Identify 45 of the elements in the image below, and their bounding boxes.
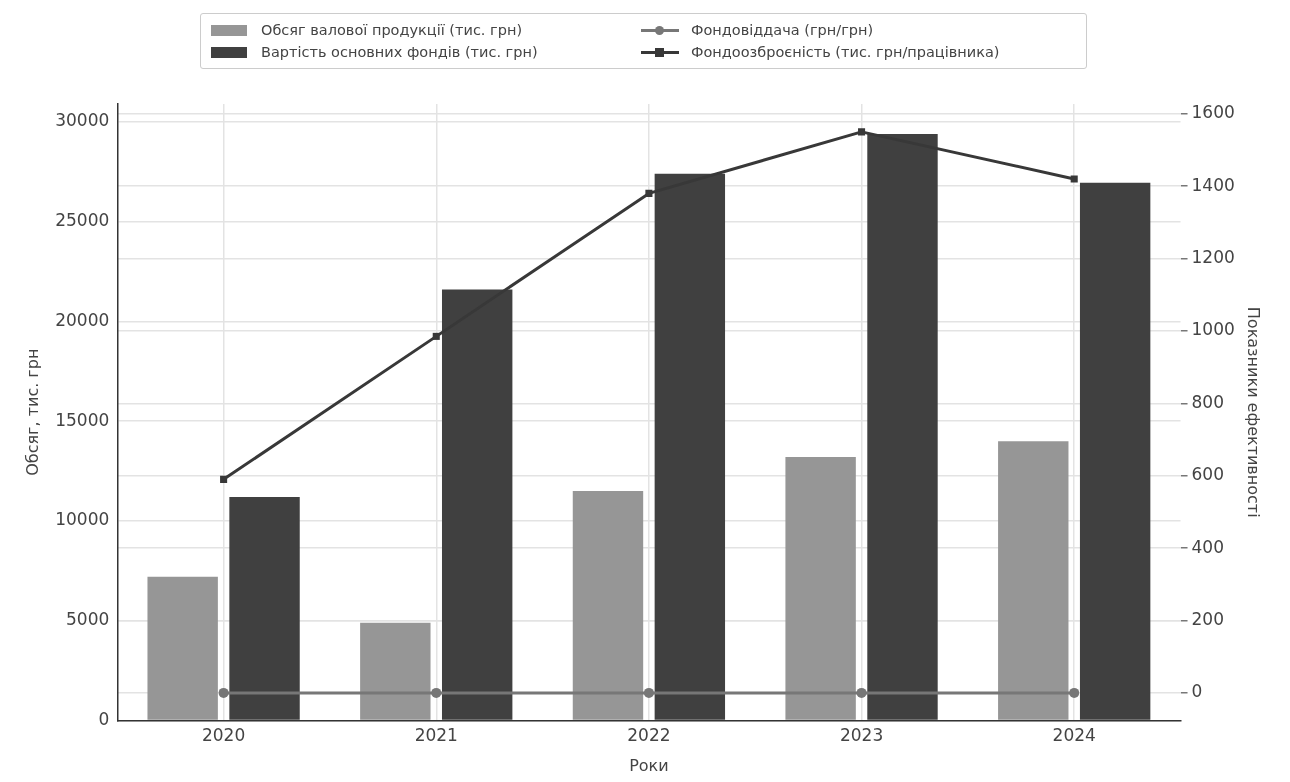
- bar: [147, 576, 218, 720]
- y-tick-label: 15000: [55, 409, 110, 430]
- y2-tick-label: 0: [1191, 681, 1203, 702]
- bar: [572, 491, 644, 720]
- point: [645, 189, 653, 197]
- y2-tick-label: 200: [1191, 608, 1224, 629]
- y-axis-title: Обсяг, тис. грн: [22, 348, 42, 476]
- x-tick-label: 2022: [627, 725, 671, 746]
- bar: [785, 457, 856, 720]
- x-tick-label: 2024: [1052, 725, 1096, 746]
- y2-tick-label: 600: [1191, 464, 1224, 485]
- legend-label: Вартість основних фондів (тис. грн): [261, 44, 538, 60]
- legend-label: Фондовіддача (грн/грн): [691, 22, 874, 38]
- point: [1070, 175, 1078, 183]
- y-tick-label: 10000: [55, 509, 110, 530]
- bar: [360, 622, 431, 720]
- y-tick-label: 0: [98, 708, 110, 729]
- y-tick-label: 20000: [55, 309, 110, 330]
- x-tick-label: 2020: [201, 725, 246, 746]
- y2-tick-label: 400: [1191, 536, 1224, 557]
- y2-tick-label: 1600: [1191, 102, 1235, 123]
- y-tick-label: 25000: [55, 210, 110, 231]
- point: [431, 687, 442, 698]
- x-tick-label: 2021: [414, 725, 458, 746]
- y2-tick-label: 1200: [1191, 246, 1235, 267]
- y2-tick-label: 1400: [1191, 174, 1235, 195]
- y2-axis-title: Показники ефективності: [1244, 306, 1264, 518]
- x-tick-label: 2023: [839, 725, 884, 746]
- bar: [998, 441, 1069, 720]
- legend-label: Обсяг валової продукції (тис. грн): [261, 22, 523, 38]
- bar: [229, 496, 300, 720]
- point: [1069, 687, 1080, 698]
- y2-tick-label: 800: [1191, 391, 1224, 412]
- y-tick-label: 30000: [55, 110, 110, 131]
- point: [218, 687, 229, 698]
- point: [643, 687, 654, 698]
- point: [856, 687, 867, 698]
- bar: [1079, 182, 1151, 720]
- x-axis-title: Роки: [629, 755, 669, 775]
- point: [432, 332, 440, 340]
- point: [858, 128, 866, 136]
- y-tick-label: 5000: [66, 609, 110, 630]
- point: [220, 475, 228, 483]
- y2-tick-label: 1000: [1191, 319, 1235, 340]
- legend-label: Фондоозброєність (тис. грн/працівника): [691, 44, 1000, 60]
